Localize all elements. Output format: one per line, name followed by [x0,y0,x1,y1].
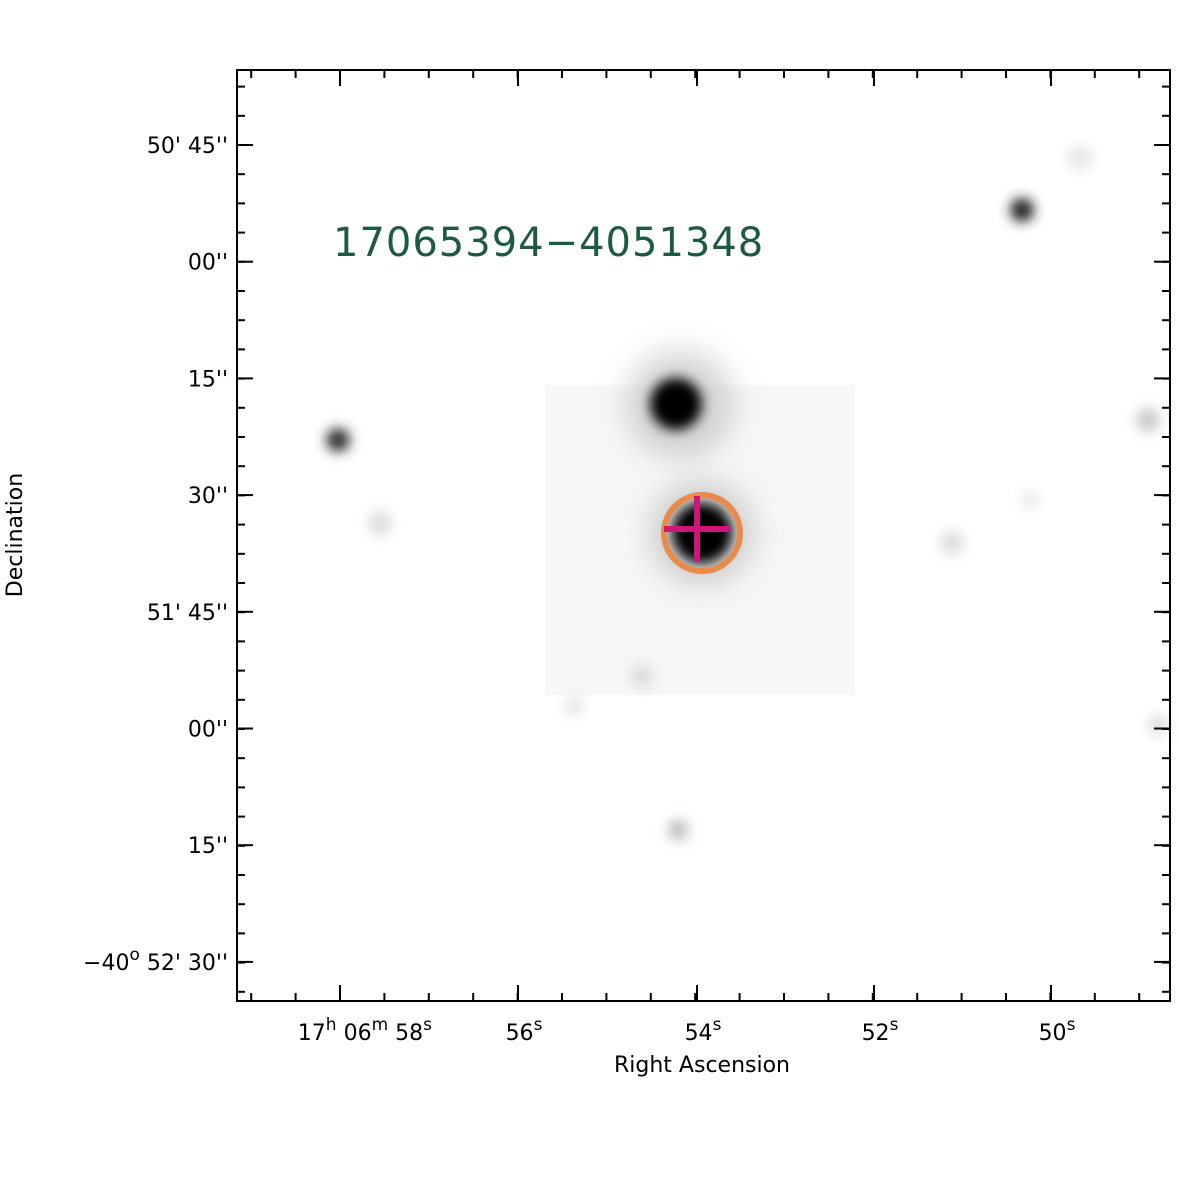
y-tick-label: 15'' [188,367,228,392]
target-circle [661,492,743,574]
target-cross [664,496,730,562]
x-tick-label: 50s​ [1039,1015,1076,1046]
y-tick-label: 15'' [188,834,228,859]
y-tick-label: −40o​ 52' 30'' [83,945,228,976]
x-tick-label: 52s​ [862,1015,899,1046]
y-tick-label-part: 15'' [188,834,228,859]
y-tick-label-part: 51' 45'' [147,601,228,626]
y-tick-label: 50' 45'' [147,134,228,159]
x-tick-label-part: 52 [862,1021,890,1046]
x-tick-label-part: 56 [506,1021,534,1046]
axes [237,70,1170,1001]
x-tick-label-sup: m [372,1015,389,1035]
y-axis-label: Declination [3,473,28,597]
x-axis-label: Right Ascension [614,1053,790,1078]
y-tick-label-part: 30'' [188,484,228,509]
y-tick-label-part: 00'' [188,251,228,276]
y-tick-label: 30'' [188,484,228,509]
x-tick-label-part: 54 [685,1021,713,1046]
y-tick-label-part: 00'' [188,718,228,743]
y-tick-label-part: 52' 30'' [140,951,228,976]
y-tick-label-part: 15'' [188,367,228,392]
x-tick-label: 54s​ [685,1015,722,1046]
x-tick-label-part: 17 [298,1021,326,1046]
y-tick-label: 00'' [188,718,228,743]
x-tick-label-sup: h [326,1015,337,1035]
plot-frame [236,69,1171,1002]
x-tick-label-sup: s [423,1015,432,1035]
x-tick-label-part: 58 [388,1021,423,1046]
x-tick-label: 17h​ 06m​ 58s​ [298,1015,432,1046]
x-tick-label-sup: s [890,1015,899,1035]
y-tick-label-sup: o [129,945,139,965]
y-tick-label-part: −40 [83,951,129,976]
x-tick-label-part: 06 [337,1021,372,1046]
x-tick-label: 56s​ [506,1015,543,1046]
y-tick-label: 51' 45'' [147,601,228,626]
source-label: 17065394−4051348 [333,220,764,266]
x-tick-label-sup: s [534,1015,543,1035]
sky-image [326,146,1168,840]
y-tick-label-part: 50' 45'' [147,134,228,159]
x-tick-label-sup: s [1067,1015,1076,1035]
x-tick-label-part: 50 [1039,1021,1067,1046]
x-tick-label-sup: s [713,1015,722,1035]
y-tick-label: 00'' [188,251,228,276]
